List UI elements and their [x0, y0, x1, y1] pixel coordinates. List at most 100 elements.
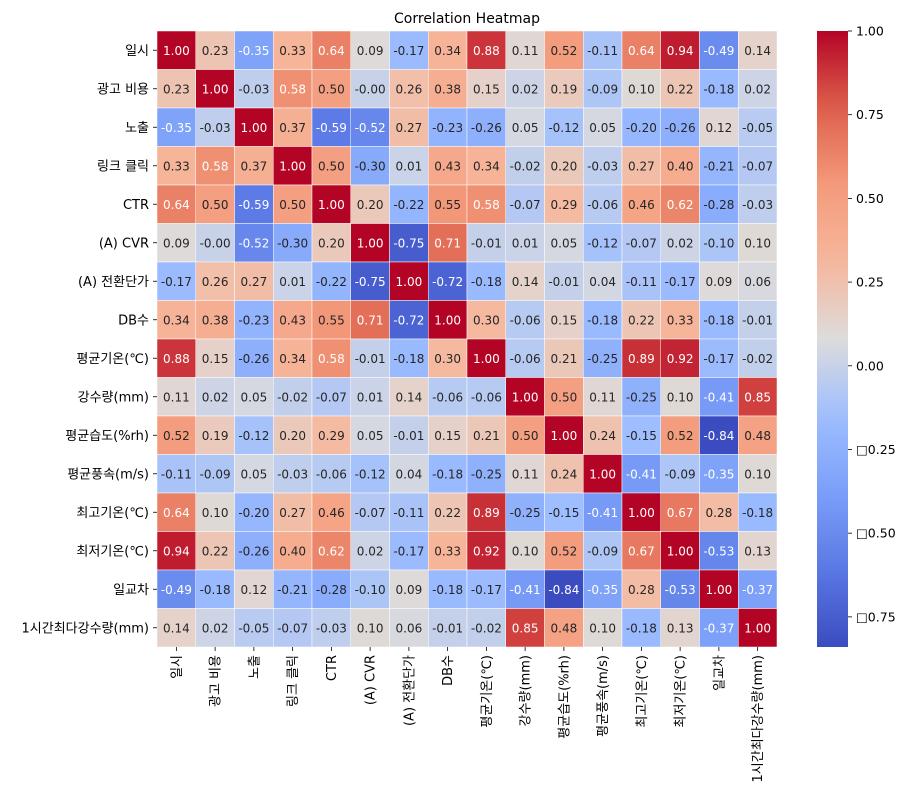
cell-annotation: 0.26: [202, 275, 229, 289]
colorbar-tick-label: 0.75: [856, 107, 884, 122]
heatmap-cell: [660, 492, 700, 532]
heatmap-cell: [195, 415, 235, 455]
cell-annotation: -0.07: [277, 621, 308, 635]
x-axis-labels: 일시 광고 비용 노출 링크 클릭 CTR (A) CVR (A) 전환단가 DB수 평균기온(…: [170, 647, 766, 782]
cell-annotation: -0.30: [355, 159, 386, 173]
cell-annotation: 0.04: [396, 467, 423, 481]
cell-annotation: -0.01: [355, 352, 386, 366]
cell-annotation: -0.75: [393, 236, 424, 250]
heatmap-cell: [660, 531, 700, 571]
cell-annotation: 0.20: [279, 429, 306, 443]
cell-annotation: -0.72: [393, 313, 424, 327]
cell-annotation: -0.01: [548, 275, 579, 289]
cell-annotation: 0.27: [279, 506, 306, 520]
cell-annotation: -0.00: [355, 82, 386, 96]
cell-annotation: -0.21: [703, 159, 734, 173]
x-tick-label: (A) CVR: [364, 655, 379, 705]
cell-annotation: 0.11: [512, 467, 539, 481]
cell-annotation: 1.00: [628, 506, 655, 520]
cell-annotation: 0.04: [589, 275, 616, 289]
colorbar-tick-label: 0.00: [856, 358, 884, 373]
heatmap-cell: [389, 377, 429, 417]
heatmap-cell: [389, 107, 429, 147]
heatmap-cell: [428, 107, 468, 147]
cell-annotation: 0.24: [551, 467, 578, 481]
cell-annotation: -0.49: [161, 583, 192, 597]
cell-annotation: 0.58: [318, 352, 345, 366]
cell-annotation: 0.01: [279, 275, 306, 289]
cell-annotation: -0.26: [238, 352, 269, 366]
cell-annotation: -0.37: [742, 583, 773, 597]
heatmap-cell: [738, 300, 778, 340]
y-tick-label: DB수: [118, 313, 149, 328]
heatmap-cell: [505, 377, 545, 417]
cell-annotation: -0.07: [742, 159, 773, 173]
cell-annotation: 0.30: [473, 313, 500, 327]
heatmap-cell: [466, 531, 506, 571]
heatmap-cell: [583, 492, 623, 532]
heatmap-cell: [156, 261, 196, 301]
cell-annotation: -0.07: [316, 390, 347, 404]
cell-annotation: 1.00: [473, 352, 500, 366]
heatmap-cell: [350, 261, 390, 301]
cell-annotation: 0.27: [628, 159, 655, 173]
cell-annotation: -0.21: [277, 583, 308, 597]
cell-annotation: 1.00: [202, 82, 229, 96]
cell-annotation: 0.50: [551, 390, 578, 404]
heatmap-cell: [273, 30, 313, 70]
heatmap-cell: [156, 377, 196, 417]
heatmap-cell: [660, 261, 700, 301]
heatmap-cell: [738, 415, 778, 455]
heatmap-cell: [660, 608, 700, 648]
heatmap-cell: [583, 531, 623, 571]
cell-annotation: -0.07: [626, 236, 657, 250]
heatmap-cell: [621, 377, 661, 417]
heatmap-cell: [621, 415, 661, 455]
heatmap-cell: [273, 415, 313, 455]
cell-annotation: -0.01: [393, 429, 424, 443]
cell-annotation: 0.58: [473, 198, 500, 212]
cell-annotation: 0.88: [473, 44, 500, 58]
heatmap-cell: [428, 30, 468, 70]
heatmap-cell: [505, 30, 545, 70]
cell-annotation: -0.03: [277, 467, 308, 481]
heatmap-cell: [738, 608, 778, 648]
cell-annotation: -0.35: [238, 44, 269, 58]
cell-annotation: 0.94: [163, 544, 190, 558]
cell-annotation: -0.06: [587, 198, 618, 212]
heatmap-cell: [195, 69, 235, 109]
cell-annotation: -0.22: [393, 198, 424, 212]
cell-annotation: 0.33: [667, 313, 694, 327]
colorbar-tick-label: 0.25: [856, 275, 884, 290]
cell-annotation: 0.01: [357, 390, 384, 404]
heatmap-cell: [350, 69, 390, 109]
heatmap-cell: [544, 184, 584, 224]
cell-annotation: 0.64: [163, 506, 190, 520]
cell-annotation: 0.02: [667, 236, 694, 250]
x-tick-label: 광고 비용: [209, 655, 224, 707]
heatmap-cell: [350, 338, 390, 378]
x-tick-label: 최저기온(℃): [674, 655, 689, 728]
y-tick-label: 노출: [125, 121, 149, 136]
y-tick-label: 평균습도(%rh): [65, 429, 149, 444]
heatmap-cell: [738, 492, 778, 532]
cell-annotation: -0.59: [238, 198, 269, 212]
heatmap-cell: [273, 184, 313, 224]
heatmap-cell: [738, 338, 778, 378]
y-tick-label: (A) CVR: [99, 236, 149, 251]
heatmap-cell: [234, 569, 274, 609]
heatmap-cell: [621, 184, 661, 224]
cell-annotation: 0.50: [512, 429, 539, 443]
heatmap-cell: [389, 338, 429, 378]
heatmap-cell: [311, 146, 351, 186]
cell-annotation: 0.10: [589, 621, 616, 635]
cell-annotation: 0.52: [551, 44, 578, 58]
cell-annotation: -0.49: [703, 44, 734, 58]
heatmap-cell: [428, 223, 468, 263]
cell-annotation: -0.09: [587, 82, 618, 96]
cell-annotation: -0.02: [471, 621, 502, 635]
cell-annotation: -0.17: [161, 275, 192, 289]
cell-annotation: 0.64: [318, 44, 345, 58]
heatmap-cell: [621, 300, 661, 340]
cell-annotation: 0.33: [279, 44, 306, 58]
